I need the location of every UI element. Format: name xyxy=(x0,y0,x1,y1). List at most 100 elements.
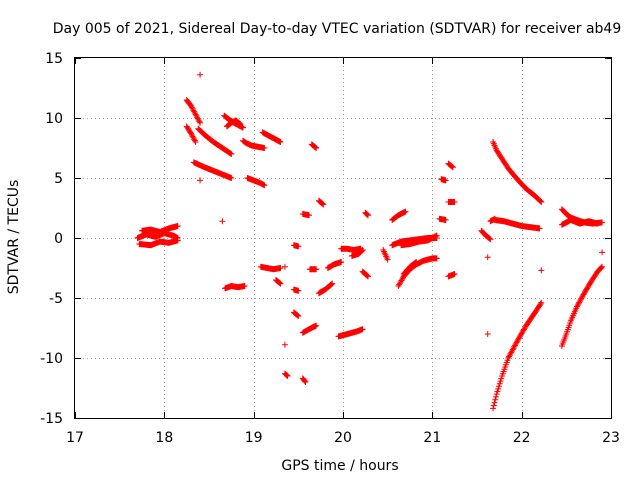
data-point xyxy=(281,263,288,270)
y-tick-label: -15 xyxy=(40,411,63,427)
data-point xyxy=(538,199,545,205)
y-tick-label: 5 xyxy=(54,171,63,187)
data-point xyxy=(295,243,302,250)
x-axis-label: GPS time / hours xyxy=(281,458,398,474)
data-point xyxy=(484,331,491,337)
data-point xyxy=(191,110,198,116)
data-point xyxy=(328,281,335,288)
data-point xyxy=(384,256,391,263)
data-point xyxy=(506,352,513,359)
data-point xyxy=(507,350,514,357)
data-point xyxy=(505,355,512,361)
data-point xyxy=(236,120,243,127)
plot-frame xyxy=(74,57,612,419)
data-point xyxy=(537,301,544,307)
data-point xyxy=(319,200,326,207)
data-point xyxy=(538,267,545,274)
data-point xyxy=(318,200,325,207)
data-point xyxy=(277,265,284,271)
y-tick-label: -5 xyxy=(49,291,63,307)
data-point xyxy=(508,349,515,356)
data-point xyxy=(174,237,181,244)
data-point xyxy=(492,393,499,400)
data-point xyxy=(486,235,493,242)
data-point xyxy=(495,383,502,390)
data-point xyxy=(338,259,345,265)
data-point xyxy=(449,164,456,171)
data-point xyxy=(520,327,527,334)
data-point xyxy=(277,139,284,145)
data-point xyxy=(219,218,226,225)
data-point xyxy=(402,208,409,215)
data-point xyxy=(508,348,515,354)
grid-lines xyxy=(75,58,611,418)
data-point xyxy=(189,133,196,140)
data-point xyxy=(284,373,291,379)
data-point xyxy=(520,326,527,333)
data-point xyxy=(513,339,520,346)
data-point xyxy=(518,330,525,337)
data-point xyxy=(484,254,491,261)
data-point xyxy=(442,177,449,184)
data-point xyxy=(490,402,497,409)
data-point xyxy=(197,177,204,184)
data-point xyxy=(451,271,458,277)
data-point xyxy=(194,114,201,121)
data-point xyxy=(517,331,524,338)
data-point xyxy=(511,343,518,350)
data-point xyxy=(306,212,313,219)
x-tick-label: 21 xyxy=(423,430,441,446)
data-point xyxy=(295,287,302,294)
data-point xyxy=(574,302,581,309)
data-point xyxy=(191,137,198,144)
data-point xyxy=(302,379,309,385)
data-point xyxy=(599,263,606,270)
y-tick-label: 0 xyxy=(54,231,63,247)
data-point xyxy=(194,115,201,122)
data-point xyxy=(275,279,282,286)
x-tick-label: 19 xyxy=(245,430,263,446)
x-tick-label: 23 xyxy=(602,430,620,446)
data-point xyxy=(358,248,365,255)
data-point xyxy=(261,145,268,151)
data-point xyxy=(189,105,196,112)
data-point xyxy=(598,264,605,271)
data-point xyxy=(188,130,195,137)
data-point xyxy=(594,220,601,227)
data-point xyxy=(492,396,499,403)
data-point xyxy=(196,118,203,125)
data-point xyxy=(327,281,334,288)
data-point xyxy=(536,225,543,232)
data-point xyxy=(575,300,582,307)
data-point xyxy=(190,134,197,141)
data-point xyxy=(490,405,497,412)
data-point xyxy=(329,280,336,287)
data-point xyxy=(512,341,519,347)
data-point xyxy=(359,326,366,333)
data-point xyxy=(580,291,587,298)
data-point xyxy=(449,163,456,170)
data-point xyxy=(197,119,204,126)
data-point xyxy=(313,322,320,329)
data-point xyxy=(190,107,197,114)
x-tick-label: 20 xyxy=(334,430,352,446)
data-point xyxy=(295,313,302,319)
data-point xyxy=(365,273,372,280)
data-point xyxy=(188,104,195,111)
data-point xyxy=(521,325,528,332)
data-point xyxy=(320,201,327,208)
chart-title: Day 005 of 2021, Sidereal Day-to-day VTE… xyxy=(53,21,622,37)
data-point xyxy=(515,335,522,342)
data-point xyxy=(283,372,290,379)
data-point xyxy=(451,199,458,205)
data-point xyxy=(599,249,606,256)
y-axis-label: SDTVAR / TECUs xyxy=(6,180,22,295)
data-point xyxy=(277,280,284,287)
data-point xyxy=(293,311,300,318)
data-point xyxy=(312,144,319,151)
data-point xyxy=(511,342,518,349)
data-point xyxy=(491,399,498,406)
data-point xyxy=(311,143,318,150)
